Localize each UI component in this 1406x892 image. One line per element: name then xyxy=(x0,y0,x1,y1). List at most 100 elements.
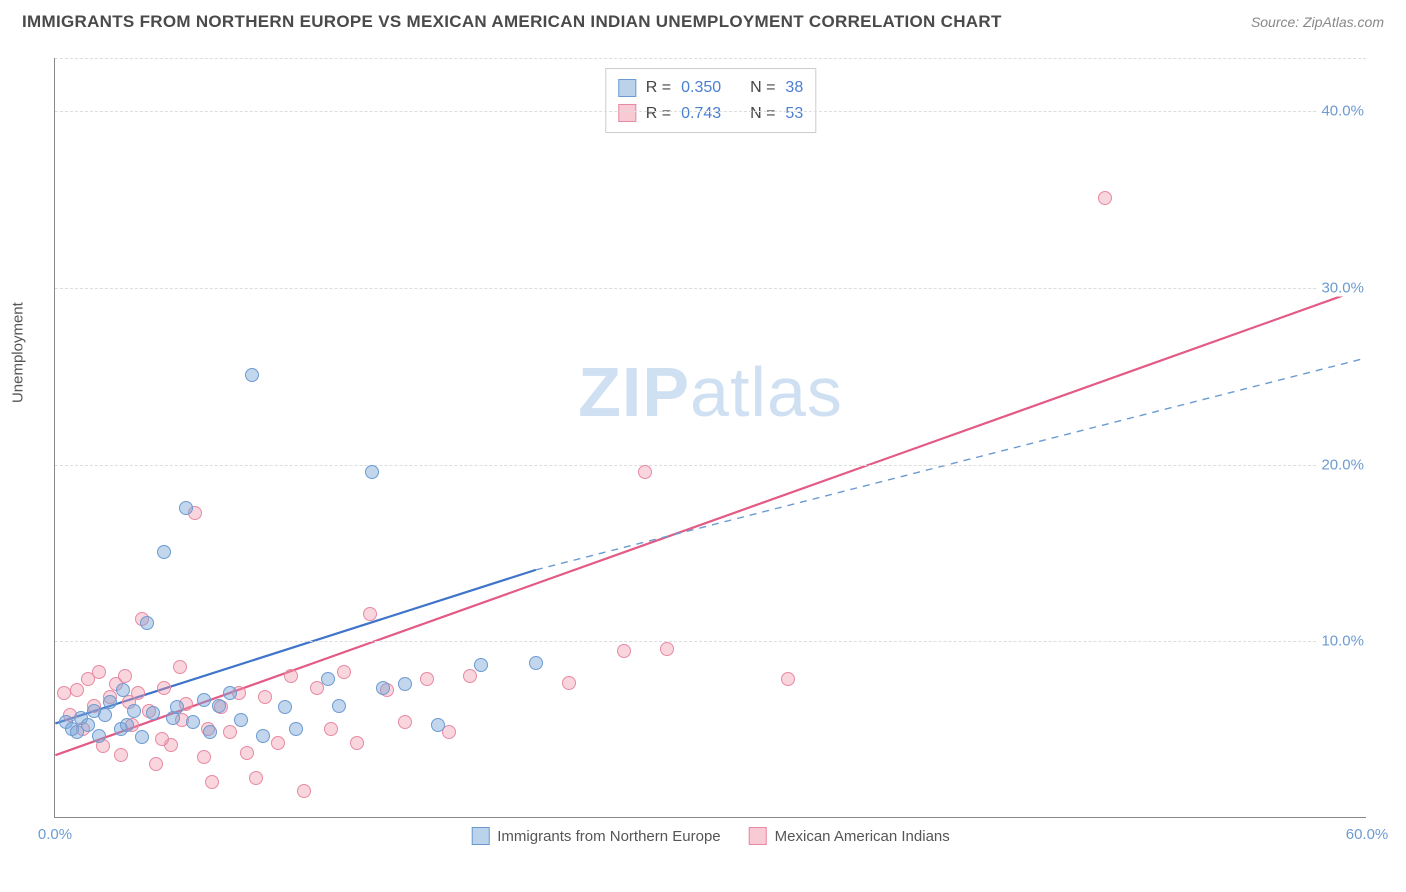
scatter-point-blue xyxy=(135,730,149,744)
plot-area: ZIPatlas R = 0.350 N = 38 R = 0.743 N = … xyxy=(54,58,1366,818)
r-value-blue: 0.350 xyxy=(681,75,721,101)
scatter-point-blue xyxy=(398,677,412,691)
watermark-part1: ZIP xyxy=(578,353,690,431)
scatter-point-pink xyxy=(157,681,171,695)
legend-item-blue: Immigrants from Northern Europe xyxy=(471,827,720,845)
scatter-point-blue xyxy=(140,616,154,630)
n-label: N = xyxy=(750,101,775,127)
scatter-point-blue xyxy=(127,704,141,718)
gridline-h xyxy=(55,288,1366,289)
chart-title: IMMIGRANTS FROM NORTHERN EUROPE VS MEXIC… xyxy=(22,12,1002,32)
x-tick-label: 60.0% xyxy=(1346,826,1389,843)
swatch-blue xyxy=(618,79,636,97)
scatter-point-pink xyxy=(173,660,187,674)
scatter-point-pink xyxy=(57,686,71,700)
scatter-point-pink xyxy=(271,736,285,750)
r-label: R = xyxy=(646,101,671,127)
scatter-point-pink xyxy=(638,465,652,479)
gridline-h xyxy=(55,641,1366,642)
scatter-point-pink xyxy=(70,683,84,697)
scatter-point-blue xyxy=(116,683,130,697)
scatter-point-blue xyxy=(103,695,117,709)
swatch-pink-icon xyxy=(749,827,767,845)
legend-label-pink: Mexican American Indians xyxy=(775,828,950,845)
scatter-point-pink xyxy=(197,750,211,764)
scatter-point-blue xyxy=(431,718,445,732)
source-attribution: Source: ZipAtlas.com xyxy=(1251,14,1384,30)
scatter-point-pink xyxy=(781,672,795,686)
scatter-point-pink xyxy=(114,748,128,762)
scatter-point-blue xyxy=(365,465,379,479)
scatter-point-pink xyxy=(617,644,631,658)
r-value-pink: 0.743 xyxy=(681,101,721,127)
scatter-point-pink xyxy=(463,669,477,683)
scatter-point-pink xyxy=(205,775,219,789)
scatter-point-blue xyxy=(321,672,335,686)
scatter-point-pink xyxy=(258,690,272,704)
legend-label-blue: Immigrants from Northern Europe xyxy=(497,828,720,845)
gridline-h xyxy=(55,111,1366,112)
scatter-point-pink xyxy=(660,642,674,656)
gridline-h xyxy=(55,465,1366,466)
scatter-point-blue xyxy=(289,722,303,736)
scatter-point-pink xyxy=(155,732,169,746)
y-tick-label: 30.0% xyxy=(1317,279,1368,296)
scatter-point-blue xyxy=(278,700,292,714)
scatter-point-pink xyxy=(420,672,434,686)
scatter-point-blue xyxy=(186,715,200,729)
watermark: ZIPatlas xyxy=(578,352,843,432)
n-value-blue: 38 xyxy=(785,75,803,101)
r-label: R = xyxy=(646,75,671,101)
n-value-pink: 53 xyxy=(785,101,803,127)
scatter-point-blue xyxy=(146,706,160,720)
scatter-point-blue xyxy=(120,718,134,732)
scatter-point-pink xyxy=(350,736,364,750)
chart-container: Unemployment ZIPatlas R = 0.350 N = 38 R… xyxy=(46,50,1386,840)
correlation-legend: R = 0.350 N = 38 R = 0.743 N = 53 xyxy=(605,68,816,133)
chart-header: IMMIGRANTS FROM NORTHERN EUROPE VS MEXIC… xyxy=(0,0,1406,40)
x-tick-label: 0.0% xyxy=(38,826,72,843)
scatter-point-blue xyxy=(376,681,390,695)
legend-row-blue: R = 0.350 N = 38 xyxy=(618,75,803,101)
y-tick-label: 40.0% xyxy=(1317,103,1368,120)
y-axis-label: Unemployment xyxy=(10,302,27,403)
scatter-point-pink xyxy=(92,665,106,679)
scatter-point-pink xyxy=(363,607,377,621)
gridline-h xyxy=(55,58,1366,59)
scatter-point-pink xyxy=(398,715,412,729)
scatter-point-blue xyxy=(157,545,171,559)
scatter-point-blue xyxy=(92,729,106,743)
scatter-point-blue xyxy=(234,713,248,727)
y-tick-label: 10.0% xyxy=(1317,633,1368,650)
trend-lines-layer xyxy=(55,58,1366,817)
scatter-point-pink xyxy=(297,784,311,798)
series-legend: Immigrants from Northern Europe Mexican … xyxy=(471,827,950,845)
scatter-point-blue xyxy=(256,729,270,743)
legend-row-pink: R = 0.743 N = 53 xyxy=(618,101,803,127)
scatter-point-blue xyxy=(212,699,226,713)
scatter-point-blue xyxy=(179,501,193,515)
scatter-point-blue xyxy=(98,708,112,722)
scatter-point-blue xyxy=(529,656,543,670)
swatch-blue-icon xyxy=(471,827,489,845)
scatter-point-pink xyxy=(223,725,237,739)
scatter-point-blue xyxy=(332,699,346,713)
y-tick-label: 20.0% xyxy=(1317,456,1368,473)
scatter-point-blue xyxy=(223,686,237,700)
n-label: N = xyxy=(750,75,775,101)
scatter-point-blue xyxy=(474,658,488,672)
scatter-point-pink xyxy=(240,746,254,760)
scatter-point-pink xyxy=(118,669,132,683)
scatter-point-blue xyxy=(245,368,259,382)
scatter-point-pink xyxy=(149,757,163,771)
scatter-point-blue xyxy=(197,693,211,707)
scatter-point-blue xyxy=(203,725,217,739)
scatter-point-blue xyxy=(170,700,184,714)
scatter-point-pink xyxy=(562,676,576,690)
legend-item-pink: Mexican American Indians xyxy=(749,827,950,845)
scatter-point-pink xyxy=(324,722,338,736)
swatch-pink xyxy=(618,104,636,122)
scatter-point-pink xyxy=(1098,191,1112,205)
scatter-point-pink xyxy=(284,669,298,683)
scatter-point-pink xyxy=(337,665,351,679)
